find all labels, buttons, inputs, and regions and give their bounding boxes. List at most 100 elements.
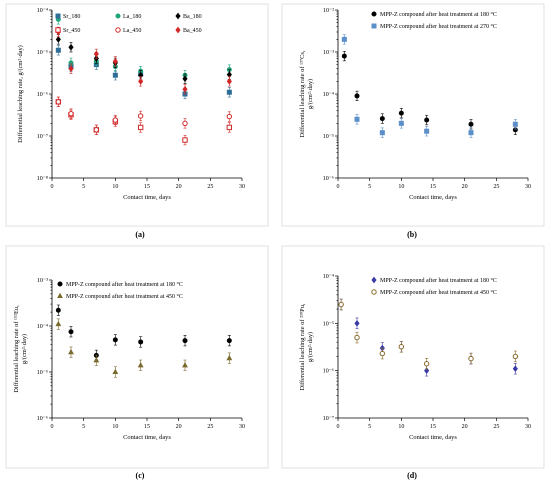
data-point: [398, 120, 404, 126]
data-point: [68, 348, 74, 355]
data-point: [182, 338, 188, 344]
panel-frame: [5, 3, 269, 227]
data-point: [112, 368, 119, 375]
x-tick-label: 20: [176, 424, 182, 430]
chart-panel-b: 0 5 10 15 20 25 30 10⁻⁶ 10⁻⁵ 10⁻⁴ 10⁻³ 10⁻² Contact …: [281, 3, 545, 239]
data-point: [138, 78, 144, 85]
series-5: [55, 26, 232, 95]
data-point: [93, 127, 100, 133]
y-tick-label: 10⁻²: [323, 8, 334, 14]
data-point: [424, 117, 430, 123]
data-point: [93, 50, 99, 58]
data-point: [137, 362, 144, 368]
y-axis-label-line1: Differential leaching rate of ¹⁵²Eu,: [13, 305, 20, 393]
data-point: [354, 93, 360, 99]
panel-frame: [281, 245, 545, 469]
y-axis-label-line1: Differential leaching rate of ¹³⁷Cs,: [299, 50, 306, 137]
x-tick-label: 30: [525, 184, 531, 190]
x-tick-label: 30: [239, 424, 245, 430]
legend-marker: [371, 276, 377, 284]
data-point: [55, 47, 61, 53]
y-tick-label: 10⁻⁶: [37, 92, 48, 98]
data-point: [68, 65, 74, 73]
y-tick-label: 10⁻⁵: [323, 134, 334, 140]
y-tick-label: 10⁻⁸: [37, 176, 48, 182]
data-point: [138, 339, 144, 345]
x-axis-label: Contact time, days: [409, 434, 457, 441]
data-point: [512, 353, 519, 360]
y-tick-label: 10⁻³: [323, 50, 334, 56]
x-tick-label: 5: [82, 184, 85, 190]
chart-panel-a: 0 5 10 15 20 25 30 10⁻⁸ 10⁻⁷ 10⁻⁶ 10⁻⁵ 10⁻⁴ Contact …: [5, 3, 269, 239]
panel-frame: [5, 245, 269, 469]
data-point: [423, 361, 430, 367]
legend-label: MPP-Z compound after heat treatment at 4…: [380, 289, 497, 296]
data-point: [182, 85, 188, 93]
data-point: [398, 344, 405, 350]
data-point: [112, 117, 119, 123]
x-tick-label: 15: [144, 184, 150, 190]
data-point: [424, 128, 430, 134]
y-axis-label-line1: Differential leaching rate of ²³⁹Pu,: [299, 303, 306, 390]
chart-panel-c: 0 5 10 15 20 25 30 10⁻⁶ 10⁻⁵ 10⁻⁴ 10⁻³ Contact time…: [5, 245, 269, 480]
data-point: [338, 301, 344, 308]
y-tick-label: 10⁻⁴: [323, 92, 334, 98]
legend-marker: [57, 281, 63, 287]
data-point: [354, 319, 360, 327]
legend-label: La_450: [123, 28, 141, 34]
legend-marker: [57, 292, 63, 299]
data-point: [226, 78, 232, 85]
x-tick-label: 30: [239, 184, 245, 190]
legend-marker: [115, 27, 121, 33]
legend-marker: [55, 27, 61, 33]
data-point: [68, 43, 74, 51]
x-tick-label: 10: [112, 184, 118, 190]
legend-label: Ba_180: [183, 14, 202, 20]
legend-label: MPP-Z compound after heat treatment at 1…: [380, 277, 497, 284]
data-point: [137, 124, 144, 131]
y-tick-label: 10⁻⁷: [37, 134, 48, 140]
data-point: [354, 334, 360, 341]
panel-frame: [281, 3, 545, 227]
data-point: [182, 75, 188, 83]
x-tick-label: 25: [493, 424, 499, 430]
series-1: [341, 34, 518, 138]
data-point: [55, 307, 61, 313]
y-axis-label: Differential leaching rate, g/(cm²·day): [17, 45, 24, 143]
data-point: [341, 36, 347, 42]
y-tick-label: 10⁻⁶: [37, 416, 48, 422]
x-tick-label: 20: [176, 184, 182, 190]
legend-label: Sr_450: [63, 28, 80, 34]
x-axis-label: Contact time, days: [123, 194, 171, 201]
legend-marker: [115, 13, 121, 19]
x-tick-label: 10: [398, 424, 404, 430]
legend: Sr_180 La_180 Ba_180 Sr_450 La_450 Ba_450: [55, 12, 202, 34]
legend-marker: [371, 23, 377, 29]
data-point: [226, 113, 233, 120]
data-point: [226, 89, 232, 95]
legend-marker: [55, 13, 61, 19]
series-1: [55, 318, 233, 378]
data-point: [512, 365, 518, 373]
panel-tag: (b): [407, 230, 417, 239]
legend-label: Sr_180: [63, 14, 80, 20]
panel-tag: (c): [136, 471, 145, 480]
x-tick-label: 10: [112, 424, 118, 430]
data-point: [468, 121, 474, 127]
x-tick-label: 15: [144, 424, 150, 430]
legend-marker: [371, 289, 377, 295]
x-tick-label: 0: [51, 184, 54, 190]
x-tick-label: 10: [398, 184, 404, 190]
x-axis-label: Contact time, days: [409, 194, 457, 201]
x-tick-label: 0: [337, 184, 340, 190]
legend-label: MPP-Z compound after heat treatment at 1…: [66, 281, 183, 288]
legend: MPP-Z compound after heat treatment at 1…: [371, 11, 497, 30]
x-tick-label: 5: [82, 424, 85, 430]
data-point: [112, 72, 118, 78]
y-tick-label: 10⁻⁶: [323, 369, 334, 375]
data-point: [398, 110, 404, 116]
series-1: [338, 298, 519, 370]
x-tick-label: 5: [368, 184, 371, 190]
data-point: [341, 53, 347, 59]
